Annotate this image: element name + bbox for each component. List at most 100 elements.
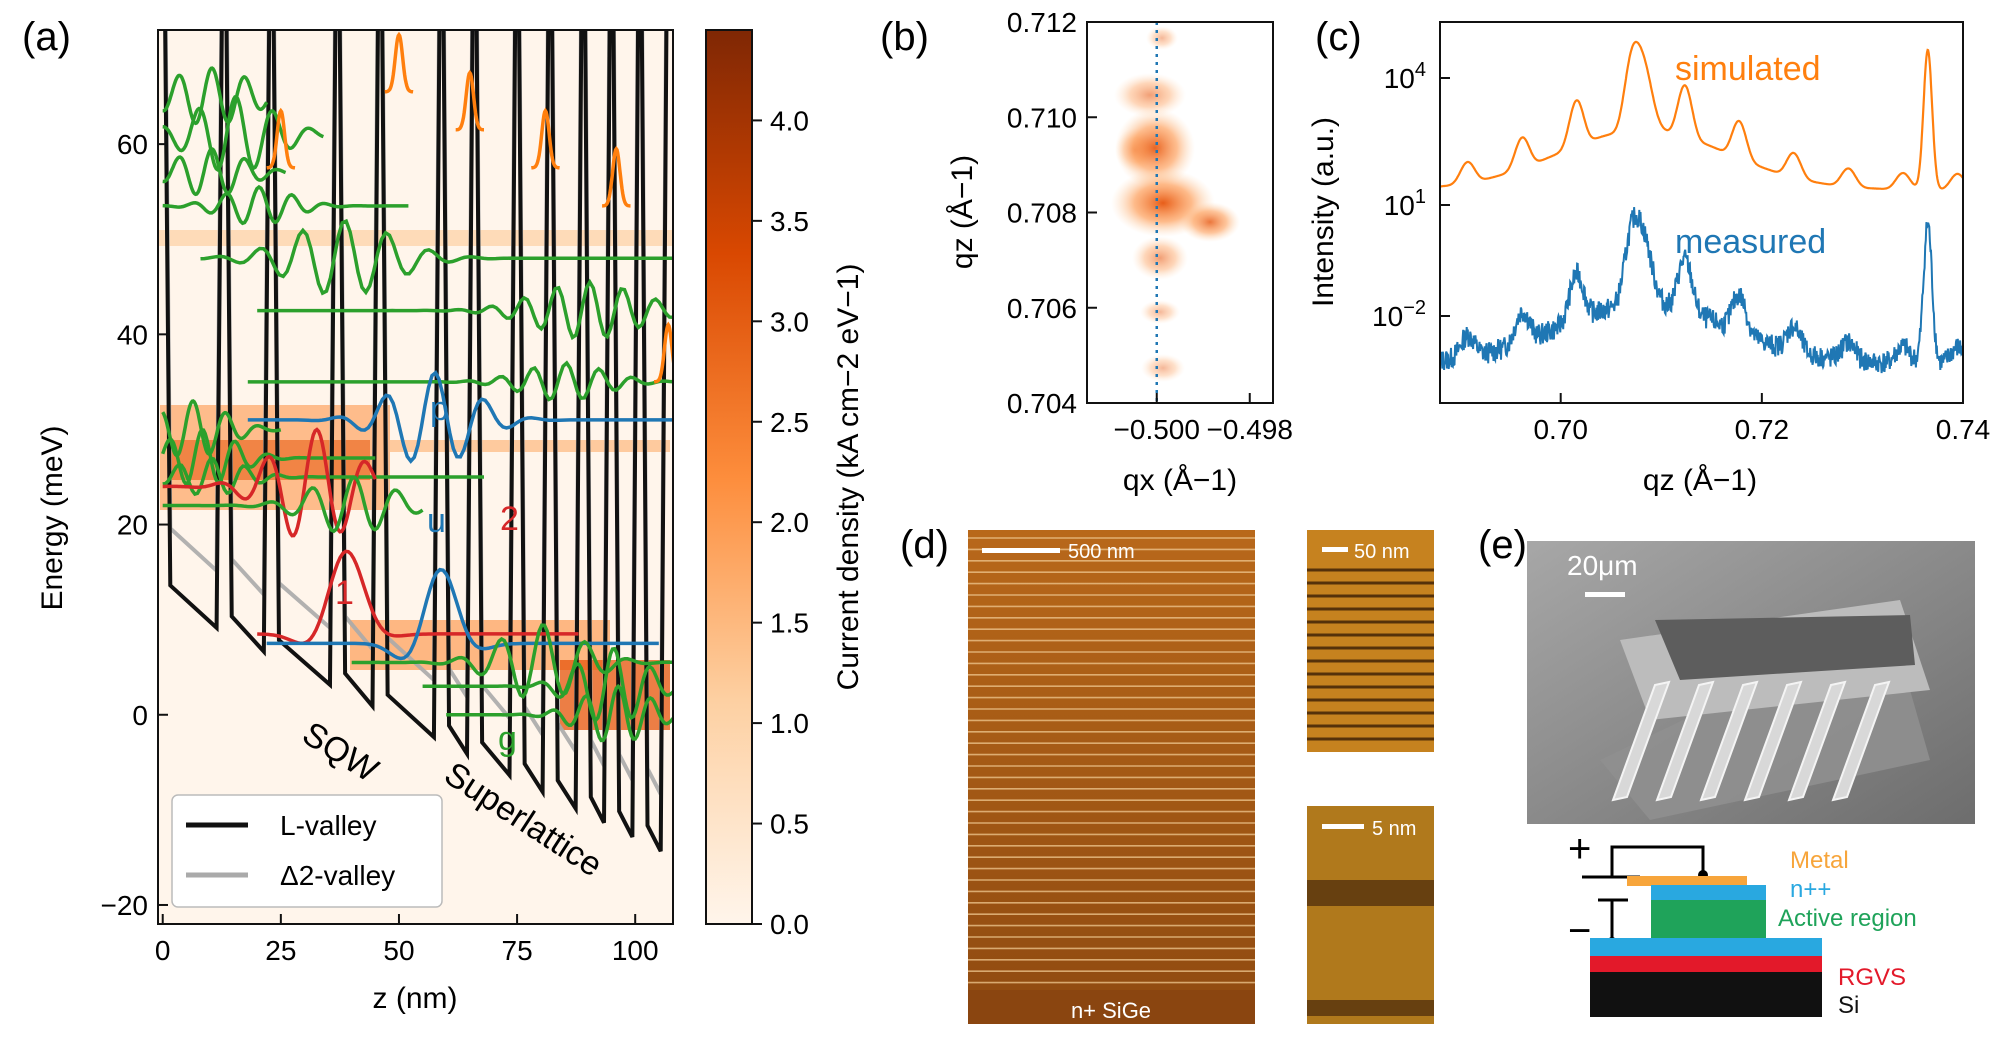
sem-scalebar-label: 20μm [1567, 550, 1638, 581]
sem-scalebar [1585, 592, 1625, 597]
orange-peak-1 [384, 31, 414, 94]
state-p-label: p [430, 390, 449, 428]
panel-a-ytick-label: 20 [117, 510, 148, 541]
panel-e-label: (e) [1478, 523, 1527, 567]
panel-a-xlabel: z (nm) [373, 982, 458, 1015]
colorbar-label: Current density (kA cm−2 eV−1) [832, 264, 865, 691]
sem-image: 20μm [1527, 541, 1975, 824]
npp-label: n++ [1790, 876, 1831, 903]
npp-top-layer [1651, 885, 1766, 900]
scalebar-50nm-label: 50 nm [1354, 541, 1410, 563]
wavefunction-green-6 [257, 278, 673, 341]
legend-l-valley-label: L-valley [280, 810, 376, 841]
sem-finger [1611, 680, 1671, 802]
panel-c-xtick-label: 0.74 [1936, 414, 1991, 445]
tem-image-medium: 50 nm [1307, 530, 1434, 752]
panel-c-ytick-label: 101 [1384, 186, 1426, 221]
top-contact [1627, 876, 1747, 886]
state-1-label: 1 [335, 574, 354, 612]
colorbar-tick-label: 3.0 [770, 306, 809, 337]
scalebar-50nm [1322, 547, 1348, 552]
wavefunction-green-9 [161, 427, 376, 486]
panel-b-ytick-label: 0.708 [1007, 198, 1077, 229]
tem-image-large: 500 nm n+ SiGe [968, 530, 1255, 1024]
substrate-label: n+ SiGe [1071, 998, 1151, 1023]
npp-bottom-layer [1590, 938, 1822, 956]
wavefunction-p-blue [247, 369, 673, 464]
colorbar-ticks: 0.0 0.5 1.0 1.5 2.0 2.5 3.0 3.5 4.0 [752, 105, 809, 940]
panel-b-label: (b) [880, 15, 929, 59]
orange-peak-2 [455, 69, 484, 132]
panel-a-ytick-label: 0 [132, 700, 148, 731]
panel-b-xtick-label: −0.500 [1114, 414, 1200, 445]
panel-a-label: (a) [22, 15, 71, 59]
panel-b-ytick-label: 0.710 [1007, 102, 1077, 133]
si-substrate-layer [1590, 972, 1822, 1017]
panel-c-frame [1439, 21, 1964, 404]
measured-series-line [1440, 207, 1963, 374]
tem-image-small: 5 nm [1307, 806, 1434, 1024]
panel-b-ylabel: qz (Å−1) [946, 155, 979, 269]
panel-a-xtick-label: 75 [502, 935, 533, 966]
active-region-layer [1651, 900, 1766, 940]
sem-finger [1743, 680, 1803, 802]
wavefunction-green-5 [200, 218, 673, 296]
panel-a-ytick-label: 40 [117, 319, 148, 350]
panel-a-legend: L-valley Δ2-valley [171, 794, 443, 908]
panel-d-label: (d) [900, 523, 949, 567]
wavefunction-g-green [446, 683, 673, 743]
orange-peak-4 [531, 107, 560, 170]
panel-c-ytick-label: 104 [1384, 59, 1426, 94]
panel-a-frame [157, 29, 674, 925]
measured-label: measured [1675, 223, 1826, 261]
sem-finger [1831, 680, 1891, 802]
metal-label: Metal [1790, 847, 1849, 874]
panel-c-ytick-label: 10−2 [1372, 297, 1426, 332]
colorbar-tick-label: 3.5 [770, 206, 809, 237]
colorbar-tick-label: 0.0 [770, 909, 809, 940]
panel-b-ytick-label: 0.706 [1007, 293, 1077, 324]
state-u-label: u [427, 502, 446, 540]
wavefunction-2-red [162, 427, 377, 538]
colorbar-tick-label: 2.5 [770, 407, 809, 438]
colorbar-tick-label: 1.5 [770, 608, 809, 639]
panel-c-plot: 0.70 0.72 0.74 104 101 10−2 simulated measure… [1307, 21, 1991, 497]
wavefunction-green-3 [162, 146, 287, 197]
wavefunction-green-11 [162, 475, 424, 534]
state-2-label: 2 [500, 500, 519, 538]
panel-b-xtick-label: −0.498 [1207, 414, 1293, 445]
rgvs-layer [1590, 956, 1822, 972]
sem-finger [1699, 680, 1759, 802]
panel-a-ytick-label: −20 [101, 890, 149, 921]
plus-terminal: + [1568, 827, 1591, 871]
panel-c-label: (c) [1315, 15, 1362, 59]
wavefunction-green-1 [162, 66, 269, 126]
colorbar-tick-label: 1.0 [770, 708, 809, 739]
device-schematic: + − Metal n++ Active region RGVS Si [1568, 827, 1917, 1019]
colorbar-tick-label: 0.5 [770, 809, 809, 840]
active-region-label: Active region [1778, 905, 1917, 932]
si-label: Si [1838, 992, 1859, 1019]
minus-terminal: − [1568, 909, 1591, 953]
panel-a-xtick-label: 50 [383, 935, 414, 966]
rsm-map [1111, 22, 1240, 403]
sem-finger [1655, 680, 1715, 802]
panel-c-xtick-label: 0.70 [1533, 414, 1588, 445]
wavefunction-green-13 [422, 646, 673, 723]
wavefunction-green-8 [161, 399, 282, 458]
legend-delta-valley-label: Δ2-valley [280, 860, 395, 891]
panel-a-xtick-label: 0 [155, 935, 171, 966]
wavefunction-lines [161, 31, 673, 743]
panel-c-ylabel: Intensity (a.u.) [1307, 117, 1340, 307]
colorbar-tick-label: 4.0 [770, 105, 809, 136]
scalebar-500nm [982, 548, 1060, 553]
panel-b-ytick-label: 0.704 [1007, 388, 1077, 419]
panel-a-ylabel: Energy (meV) [36, 425, 69, 610]
panel-b-ticks: −0.500 −0.498 0.704 0.706 0.708 0.710 0.712 [1007, 7, 1293, 445]
colorbar: 0.0 0.5 1.0 1.5 2.0 2.5 3.0 3.5 4.0 Current dens… [705, 29, 865, 940]
wavefunction-green-7 [247, 360, 673, 402]
panel-b-plot: −0.500 −0.498 0.704 0.706 0.708 0.710 0.712 qz… [946, 7, 1293, 497]
state-g-label: g [498, 720, 517, 758]
wavefunction-green-2 [162, 94, 324, 172]
wavefunction-green-10 [162, 456, 484, 497]
